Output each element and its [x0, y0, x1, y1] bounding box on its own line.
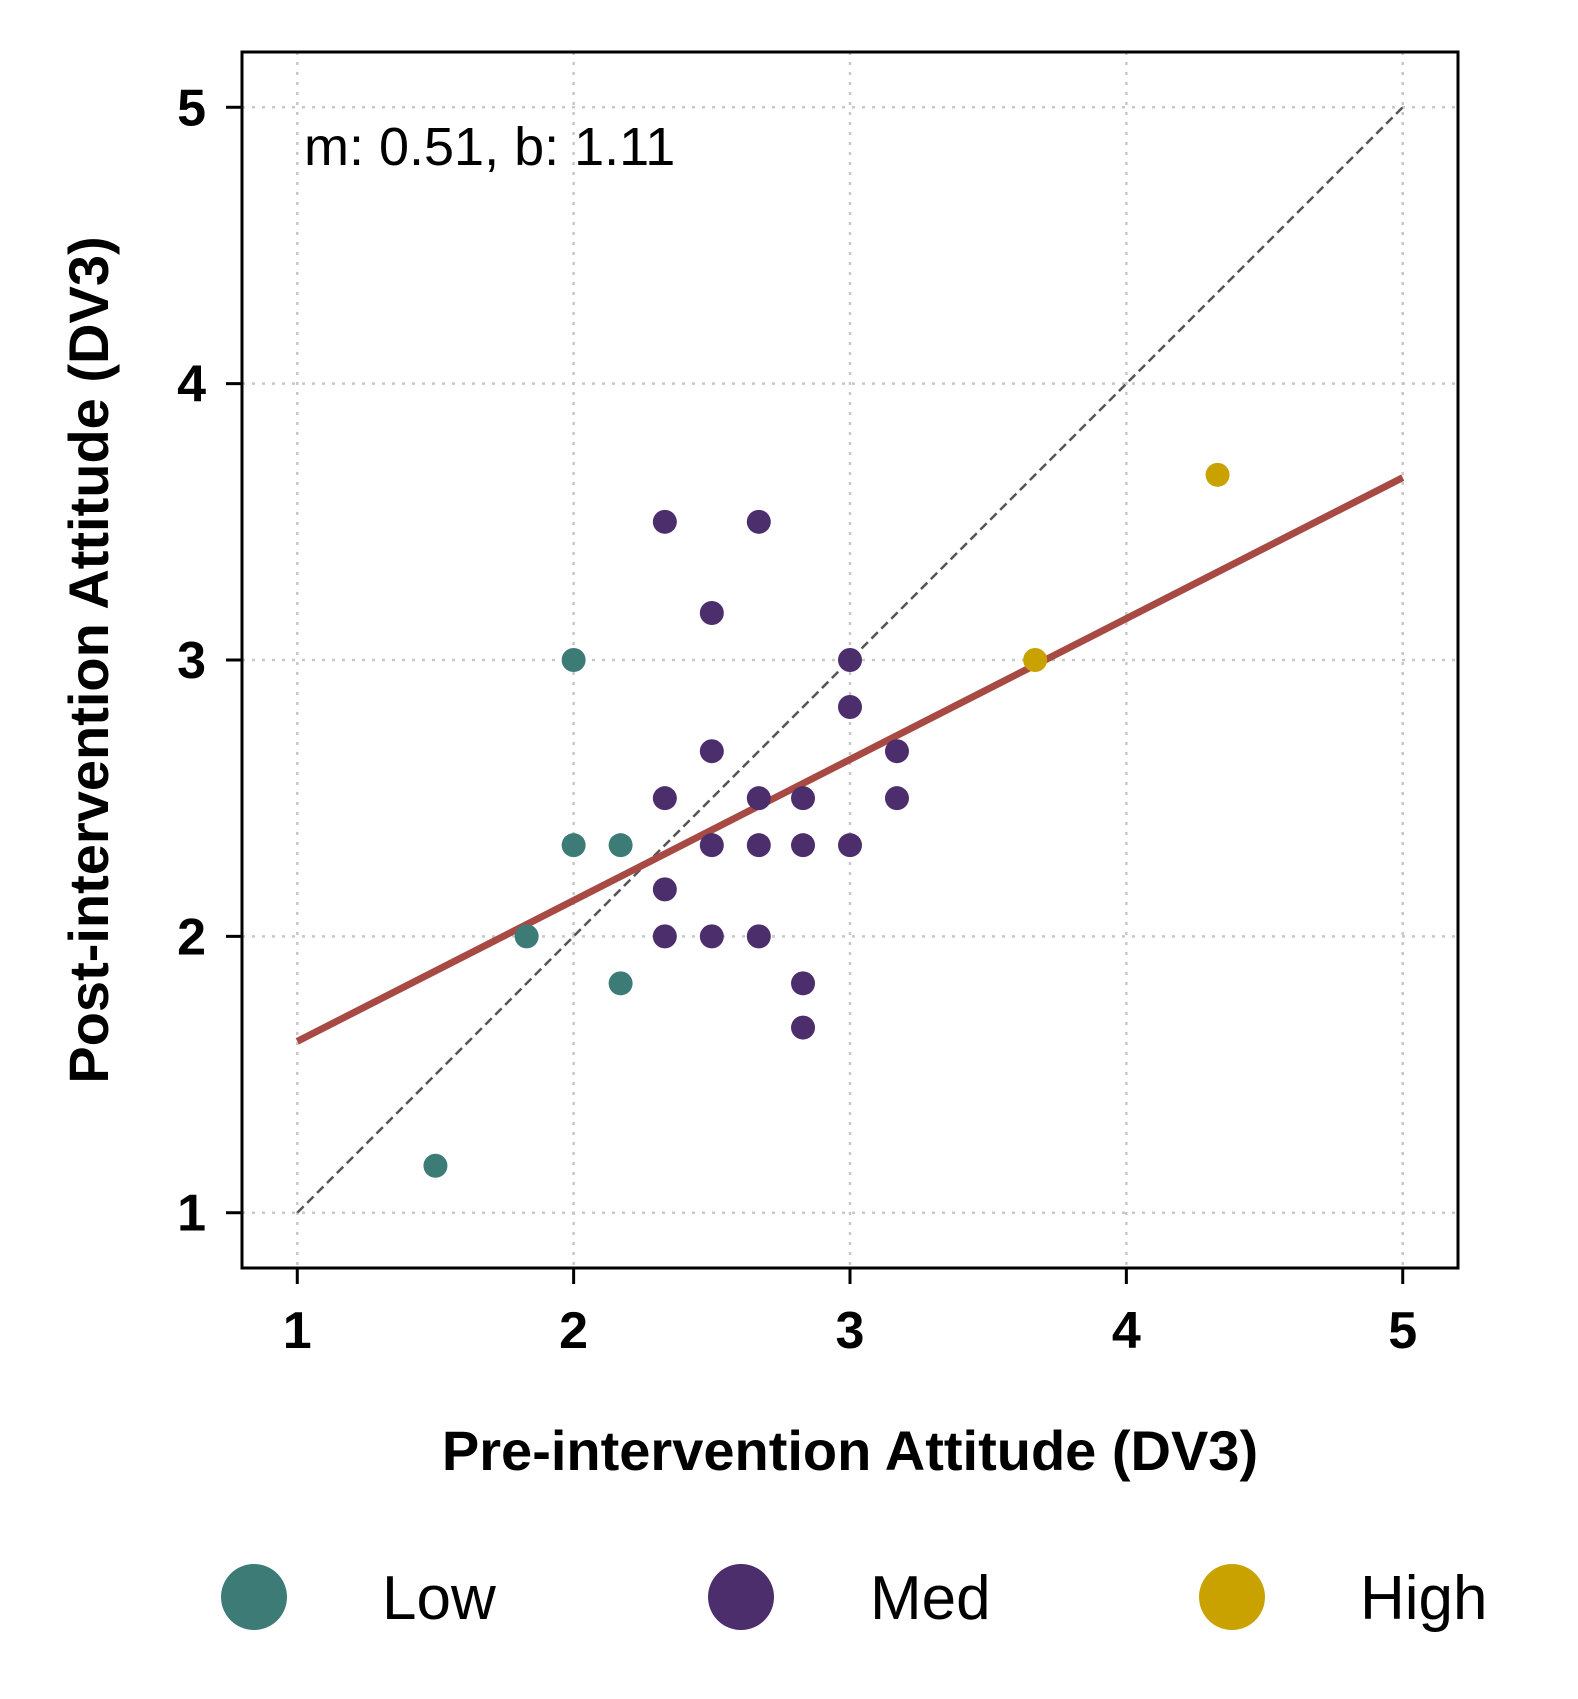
- point-med: [746, 833, 771, 858]
- x-tick-label: 5: [1388, 1302, 1417, 1360]
- regression-line: [295, 474, 1405, 1045]
- y-tick-label: 1: [177, 1185, 206, 1243]
- x-tick-label: 4: [1112, 1302, 1141, 1360]
- point-med: [838, 648, 862, 672]
- y-tick-label: 5: [177, 79, 206, 137]
- y-tick-label: 2: [177, 908, 206, 966]
- point-med: [838, 833, 862, 858]
- identity-dashed-line: [296, 106, 1404, 1214]
- point-med: [652, 509, 677, 534]
- y-axis-title: Post-intervention Attitude (DV3): [57, 236, 120, 1083]
- x-tick-label: 2: [559, 1302, 588, 1360]
- point-med: [791, 833, 816, 858]
- point-med: [652, 877, 677, 902]
- x-tick-label: 3: [836, 1302, 865, 1360]
- point-low: [561, 833, 586, 858]
- point-med: [699, 601, 724, 626]
- legend-label-high: High: [1360, 1564, 1488, 1633]
- fit-annotation: m: 0.51, b: 1.11: [304, 117, 675, 177]
- point-med: [699, 739, 724, 764]
- point-med: [791, 971, 816, 996]
- x-tick-label: 1: [283, 1302, 312, 1360]
- y-tick-label: 4: [177, 356, 206, 414]
- point-med: [746, 786, 771, 811]
- point-med: [699, 924, 724, 949]
- data-points: [423, 462, 1230, 1178]
- point-high: [1205, 462, 1230, 487]
- point-med: [746, 924, 771, 949]
- point-low: [608, 833, 633, 858]
- identity-line: [296, 106, 1404, 1214]
- legend-marker-low: [221, 1564, 287, 1630]
- point-med: [652, 786, 677, 811]
- point-med: [791, 1015, 816, 1040]
- point-med: [791, 786, 816, 811]
- x-axis-title: Pre-intervention Attitude (DV3): [442, 1419, 1258, 1482]
- y-tick-label: 3: [177, 632, 206, 690]
- legend-label-med: Med: [870, 1564, 991, 1633]
- legend-label-low: Low: [382, 1564, 496, 1633]
- point-low: [514, 924, 539, 949]
- point-med: [884, 739, 909, 764]
- legend-marker-med: [708, 1564, 774, 1630]
- legend: Low Med High: [221, 1564, 1488, 1633]
- point-med: [699, 833, 724, 858]
- point-low: [561, 648, 586, 672]
- legend-marker-high: [1199, 1564, 1265, 1630]
- point-med: [838, 694, 862, 719]
- point-low: [423, 1153, 448, 1178]
- point-med: [652, 924, 677, 949]
- axis-ticks: 1 2 3 4 5 1 2 3 4 5: [177, 79, 1417, 1360]
- fit-line: [295, 474, 1405, 1045]
- point-high: [1023, 648, 1048, 672]
- point-med: [746, 509, 771, 534]
- grid-lines: [242, 52, 1458, 1268]
- point-med: [884, 786, 909, 811]
- point-low: [608, 971, 633, 996]
